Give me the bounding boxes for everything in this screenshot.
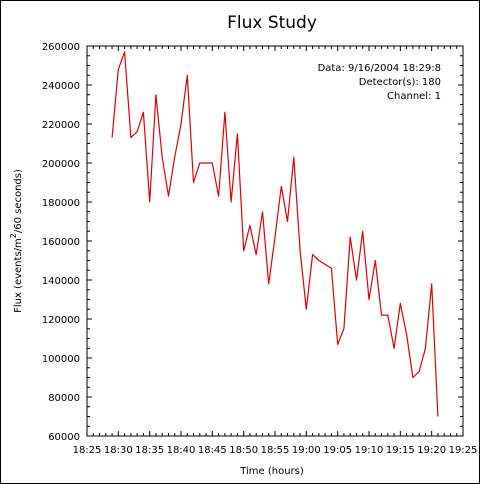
x-tick-label: 18:25	[73, 445, 102, 456]
chart-title: Flux Study	[227, 13, 317, 33]
y-axis-label-tail: /60 seconds)	[13, 169, 24, 233]
y-axis-label: Flux (events/m2/60 seconds)	[9, 169, 24, 313]
y-tick-label: 180000	[42, 198, 80, 209]
y-tick-label: 140000	[42, 276, 80, 287]
y-tick-label: 260000	[42, 42, 80, 53]
x-tick-label: 18:50	[229, 445, 258, 456]
y-axis-label-superscript: 2	[9, 233, 18, 238]
y-tick-label: 60000	[48, 432, 80, 443]
x-tick-label: 19:15	[386, 445, 415, 456]
x-tick-label: 18:55	[261, 445, 290, 456]
y-axis-label-main: Flux (events/m	[13, 238, 24, 313]
x-tick-label: 19:00	[292, 445, 321, 456]
y-tick-label: 160000	[42, 237, 80, 248]
x-axis-label: Time (hours)	[239, 466, 304, 477]
series-line-0	[111, 51, 439, 417]
x-axis-ticks: 18:25 18:30 18:35 18:40 18:45 18:50 18:55 19:00…	[73, 46, 478, 456]
y-axis-ticks: 60000 80000 100000 120000 140000 160000 180000…	[42, 42, 463, 443]
y-tick-label: 80000	[48, 393, 80, 404]
x-tick-label: 19:25	[449, 445, 478, 456]
y-tick-label: 100000	[42, 354, 80, 365]
annotation-detectors: Detector(s): 180	[359, 77, 441, 88]
series-layer	[111, 51, 439, 417]
annotation-channel: Channel: 1	[387, 91, 441, 102]
y-tick-label: 220000	[42, 120, 80, 131]
y-tick-label: 200000	[42, 159, 80, 170]
x-tick-label: 18:40	[167, 445, 196, 456]
annotation-data-date: Data: 9/16/2004 18:29:8	[318, 63, 441, 74]
x-tick-label: 18:45	[198, 445, 227, 456]
x-tick-label: 18:35	[135, 445, 164, 456]
x-tick-label: 18:30	[104, 445, 133, 456]
y-tick-label: 120000	[42, 315, 80, 326]
y-tick-label: 240000	[42, 81, 80, 92]
x-tick-label: 19:20	[417, 445, 446, 456]
x-tick-label: 19:05	[323, 445, 352, 456]
x-tick-label: 19:10	[355, 445, 384, 456]
